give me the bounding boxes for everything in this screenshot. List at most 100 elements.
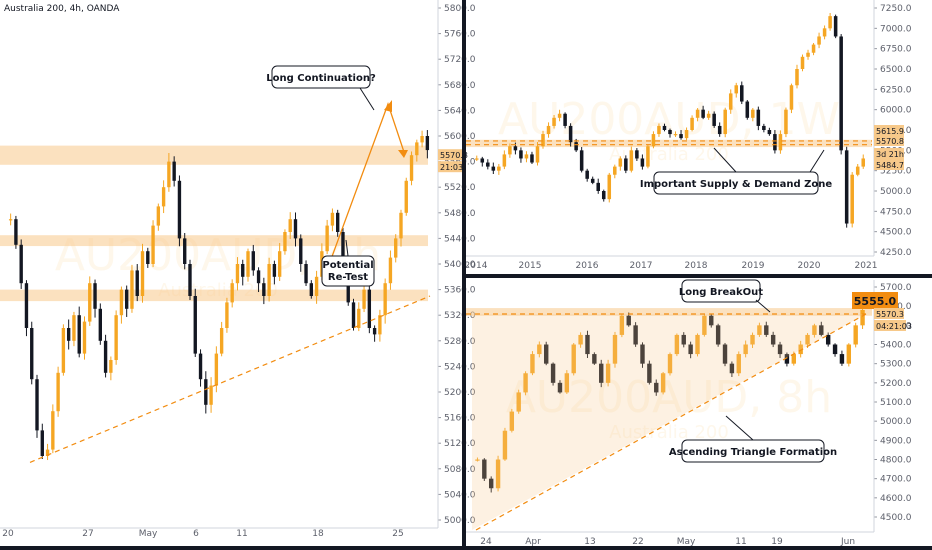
br-ytick-label-11: 4600.0 (880, 494, 912, 504)
tr-candle-body-26 (618, 158, 623, 167)
left-ytick-label-12: 5320.0 (444, 311, 476, 321)
left-candle-body-14 (82, 321, 87, 354)
tr-ytick-label-3: 6500.0 (880, 65, 912, 75)
left-candle-body-70 (378, 315, 382, 335)
tr-candle-body-70 (861, 158, 866, 167)
tr-candle-body-36 (673, 134, 678, 136)
tr-price-tag-bg-3 (874, 159, 904, 170)
tr-candle-body-58 (795, 69, 799, 86)
tr-zone-0 (466, 139, 872, 148)
br-candle-body-16 (585, 334, 590, 355)
tr-price-tag-bg-2 (874, 148, 904, 159)
callout-retest-line2: Re-Test (328, 272, 368, 283)
callout-supply-demand-pointer-2 (809, 149, 825, 173)
br-candle-body-44 (777, 344, 783, 355)
tr-ytick-label-2: 6750.0 (880, 45, 912, 55)
left-candle-body-35 (193, 296, 197, 354)
bottom-divider (0, 546, 932, 550)
br-candle-body-40 (750, 334, 755, 345)
tr-candle-body-61 (811, 44, 816, 53)
tr-ytick-label-9: 5000.0 (880, 187, 912, 197)
callout-supply-demand-pointer-1 (713, 147, 737, 173)
left-ytick-label-11: 5360.0 (444, 286, 476, 296)
tr-price-tag-3: 5484.7 (876, 161, 904, 170)
tr-candle-body-38 (684, 130, 689, 139)
left-candle-body-52 (283, 232, 287, 252)
br-candle-body-34 (709, 315, 714, 326)
br-level-tag: 5555.0 (854, 295, 897, 308)
tr-candle-body-39 (690, 117, 694, 130)
tr-ytick-label-8: 5250.0 (880, 167, 912, 177)
tr-candle-body-30 (640, 158, 645, 167)
callout-triangle-pointer (725, 415, 754, 441)
tr-candle-body-5 (502, 154, 507, 167)
br-level-tag-bg (852, 292, 898, 309)
br-candle-body-24 (640, 344, 645, 364)
tr-candle-body-21 (590, 178, 595, 183)
left-candle-body-15 (88, 283, 92, 322)
br-candle-body-27 (660, 373, 666, 393)
left-ytick-label-5: 5600.0 (444, 132, 476, 142)
br-candle-body-4 (502, 430, 508, 460)
br-candle-body-22 (626, 315, 631, 326)
left-candle-body-79 (425, 136, 430, 151)
tr-candle-body-7 (513, 146, 518, 151)
br-zone-0 (466, 308, 872, 316)
left-ytick-label-2: 5720.0 (444, 55, 476, 65)
left-candle-body-54 (293, 219, 298, 239)
br-candle-body-5 (509, 411, 515, 431)
br-candle-body-11 (550, 363, 556, 383)
left-xtick-label-0: 20 (2, 529, 14, 539)
tr-watermark-name: Australia 200 (609, 144, 729, 165)
left-candle-body-63 (341, 232, 345, 264)
left-candle-body-18 (103, 340, 108, 373)
left-ytick-label-7: 5520.0 (444, 183, 476, 193)
tr-candle-body-68 (850, 174, 854, 224)
br-candle-body-21 (619, 315, 625, 335)
left-candle-body-66 (357, 308, 361, 328)
tr-candle-body-19 (579, 150, 584, 171)
left-ytick-label-4: 5640.0 (444, 106, 476, 116)
br-candle-body-52 (832, 344, 838, 355)
left-panel: AU200AUD, 4hAustralia 2005800.05760.0572… (0, 0, 476, 539)
br-xtick-label-7: Jun (840, 537, 855, 547)
tr-candle-body-43 (712, 113, 716, 126)
left-zone-0 (0, 145, 428, 165)
left-candle-body-62 (335, 212, 340, 232)
br-candle-body-10 (544, 344, 549, 364)
left-candle-body-68 (367, 289, 372, 328)
left-ytick-label-8: 5480.0 (444, 209, 476, 219)
br-price-tag: 5570.3 (876, 310, 904, 319)
br-candle-body-46 (791, 354, 796, 364)
tr-candle-body-57 (789, 85, 794, 110)
tr-candle-body-10 (530, 154, 534, 163)
left-candle-body-4 (30, 328, 34, 380)
callout-long-continuation-box (271, 65, 371, 89)
br-candle-body-1 (482, 459, 487, 479)
left-candle-body-7 (45, 449, 50, 456)
br-candle-body-37 (729, 363, 735, 374)
br-ytick-label-3: 5400.0 (880, 341, 912, 351)
left-candle-body-75 (404, 180, 408, 213)
left-candle-body-43 (235, 264, 240, 284)
tr-ytick-label-11: 4500.0 (880, 228, 912, 238)
br-candle-body-3 (495, 459, 501, 489)
left-candle-body-73 (394, 238, 398, 258)
tr-price-tag-bg-1 (874, 135, 904, 146)
br-ytick-label-5: 5200.0 (880, 379, 912, 389)
left-candle-body-29 (161, 187, 166, 207)
br-ytick-label-6: 5100.0 (880, 398, 912, 408)
left-candle-body-25 (140, 251, 145, 296)
left-candle-body-32 (177, 180, 182, 239)
tr-xtick-label-4: 2018 (685, 261, 708, 271)
left-ytick-label-15: 5200.0 (444, 388, 476, 398)
left-candle-body-42 (230, 283, 234, 303)
tr-candle-body-3 (491, 166, 496, 171)
br-candle-body-42 (764, 325, 769, 335)
br-candle-body-12 (557, 382, 563, 393)
tr-candle-body-69 (855, 166, 860, 175)
br-candle-body-45 (784, 354, 790, 364)
left-candle-body-6 (40, 430, 44, 456)
left-candle-body-49 (267, 264, 271, 296)
